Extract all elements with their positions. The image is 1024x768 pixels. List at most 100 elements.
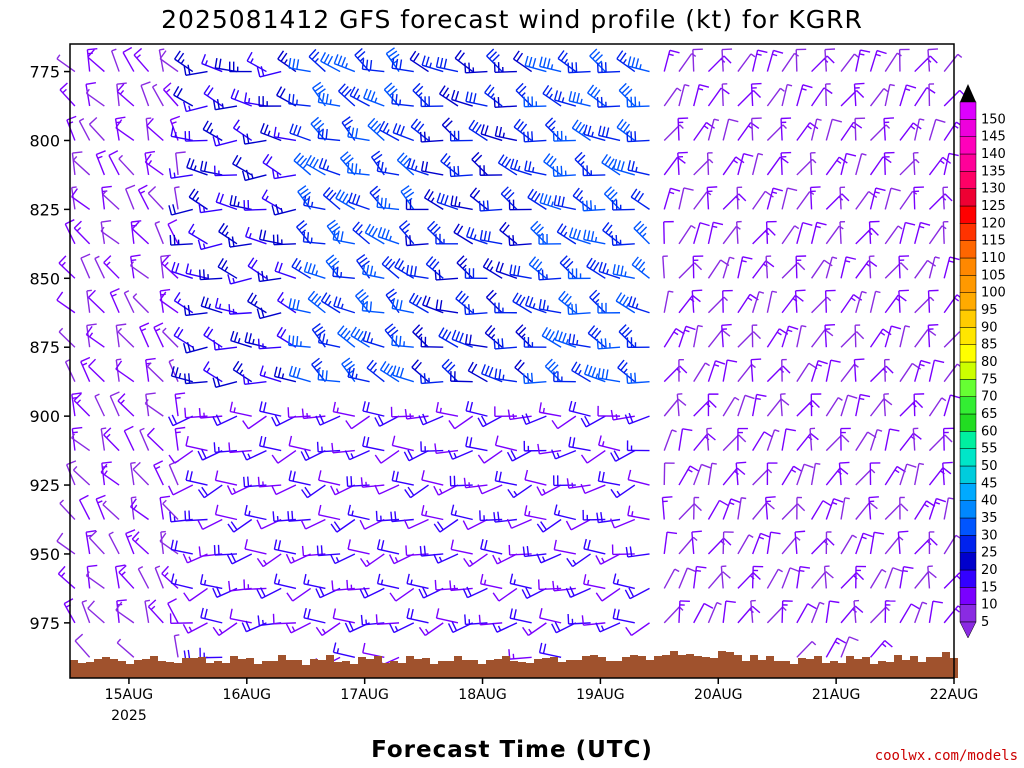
wind-barb bbox=[663, 462, 675, 486]
barb-flag bbox=[365, 437, 370, 448]
wind-barb bbox=[780, 151, 792, 175]
barb-flag bbox=[607, 158, 615, 168]
barb-half-flag bbox=[861, 290, 867, 294]
barb-staff bbox=[678, 536, 694, 555]
wind-barb bbox=[766, 365, 791, 383]
barb-flag bbox=[617, 359, 625, 369]
wind-barb bbox=[626, 440, 650, 452]
barb-flag bbox=[738, 434, 747, 443]
barb-flag bbox=[587, 84, 595, 94]
wind-barb bbox=[317, 92, 341, 107]
barb-staff bbox=[100, 471, 120, 486]
barb-staff bbox=[115, 127, 135, 142]
barb-half-flag bbox=[513, 579, 516, 585]
barb-staff bbox=[868, 256, 872, 279]
barb-flag bbox=[795, 294, 804, 302]
barb-flag bbox=[305, 154, 312, 165]
barb-half-flag bbox=[333, 232, 339, 237]
terrain-column bbox=[870, 664, 878, 678]
wind-barb bbox=[840, 394, 858, 417]
barb-flag bbox=[245, 620, 251, 631]
barb-staff bbox=[678, 503, 695, 520]
wind-barb bbox=[524, 160, 547, 176]
barb-flag bbox=[346, 476, 349, 487]
barb-flag bbox=[308, 48, 317, 58]
wind-barb bbox=[580, 450, 606, 464]
barb-flag bbox=[346, 579, 349, 590]
barb-staff bbox=[796, 464, 805, 486]
wind-barb bbox=[182, 622, 208, 634]
barb-flag bbox=[391, 93, 394, 104]
barb-flag bbox=[531, 131, 534, 142]
barb-flag bbox=[586, 200, 589, 211]
barb-flag bbox=[117, 393, 126, 402]
barb-half-flag bbox=[224, 231, 229, 237]
wind-barb bbox=[722, 193, 747, 210]
barb-flag bbox=[442, 87, 450, 97]
barb-staff bbox=[365, 553, 385, 568]
barb-flag bbox=[449, 580, 452, 591]
barb-flag bbox=[370, 91, 376, 102]
barb-flag bbox=[506, 191, 515, 201]
terrain-column bbox=[494, 659, 502, 678]
terrain-column bbox=[894, 655, 902, 678]
wind-barb bbox=[161, 255, 179, 279]
barb-flag bbox=[862, 532, 873, 538]
barb-half-flag bbox=[733, 159, 739, 164]
wind-barb bbox=[781, 567, 800, 589]
barb-staff bbox=[362, 68, 385, 73]
barb-flag bbox=[920, 359, 931, 364]
barb-staff bbox=[162, 89, 179, 107]
barb-staff bbox=[379, 415, 400, 427]
wind-barb bbox=[524, 295, 547, 314]
barb-half-flag bbox=[280, 207, 284, 214]
barb-staff bbox=[912, 428, 916, 451]
barb-staff bbox=[159, 58, 179, 73]
wind-barb bbox=[388, 622, 415, 634]
colorbar-swatch bbox=[959, 587, 977, 605]
barb-flag bbox=[288, 335, 291, 346]
wind-barb bbox=[707, 571, 731, 589]
barb-staff bbox=[824, 325, 828, 348]
barb-flag bbox=[730, 498, 741, 504]
barb-staff bbox=[362, 273, 385, 279]
barb-staff bbox=[601, 587, 621, 602]
barb-staff bbox=[781, 52, 796, 72]
wind-barb bbox=[170, 366, 193, 383]
wind-barb bbox=[766, 429, 780, 451]
colorbar-label: 135 bbox=[981, 164, 1006, 179]
barb-flag bbox=[296, 367, 301, 378]
barb-flag bbox=[512, 292, 519, 302]
wind-barb bbox=[943, 256, 960, 279]
barb-staff bbox=[333, 238, 355, 245]
terrain-column bbox=[662, 655, 670, 678]
wind-barb bbox=[536, 553, 562, 564]
wind-barb bbox=[663, 429, 677, 451]
barb-staff bbox=[869, 398, 885, 417]
barb-flag bbox=[242, 134, 246, 145]
barb-half-flag bbox=[388, 235, 392, 241]
wind-barb bbox=[167, 484, 194, 496]
barb-flag bbox=[399, 155, 408, 164]
wind-barb bbox=[227, 274, 252, 285]
wind-barb bbox=[853, 599, 860, 623]
barb-flag bbox=[246, 133, 250, 144]
barb-flag bbox=[423, 373, 427, 384]
barb-half-flag bbox=[359, 57, 365, 62]
wind-barb bbox=[568, 436, 591, 452]
barb-flag bbox=[468, 119, 476, 129]
wind-barb bbox=[898, 48, 910, 72]
barb-half-flag bbox=[723, 296, 728, 302]
barb-flag bbox=[487, 86, 495, 96]
wind-barb bbox=[131, 531, 150, 555]
barb-staff bbox=[569, 236, 591, 245]
barb-staff bbox=[840, 497, 846, 520]
barb-staff bbox=[259, 312, 282, 320]
barb-flag bbox=[271, 454, 279, 464]
barb-staff bbox=[185, 139, 208, 142]
wind-barb bbox=[626, 96, 650, 108]
wind-barb bbox=[435, 299, 459, 314]
barb-half-flag bbox=[250, 173, 254, 179]
barb-flag bbox=[337, 325, 345, 334]
wind-barb bbox=[840, 53, 859, 72]
